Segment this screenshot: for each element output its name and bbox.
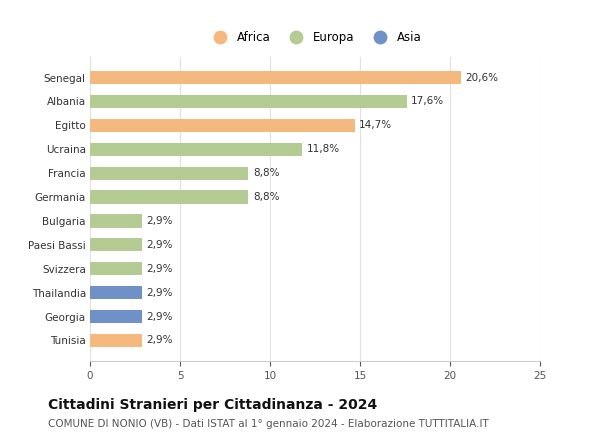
Text: 8,8%: 8,8% (253, 192, 280, 202)
Bar (90, 119, 355, 132)
Text: COMUNE DI NONIO (VB) - Dati ISTAT al 1° gennaio 2024 - Elaborazione TUTTITALIA.I: COMUNE DI NONIO (VB) - Dati ISTAT al 1° … (48, 419, 489, 429)
Text: 2,9%: 2,9% (146, 216, 173, 226)
Bar (90, 214, 142, 227)
Text: 2,9%: 2,9% (146, 240, 173, 250)
Bar (90, 310, 142, 323)
Bar (90, 262, 142, 275)
Legend: Africa, Europa, Asia: Africa, Europa, Asia (203, 27, 427, 49)
Bar (90, 167, 248, 180)
Text: Cittadini Stranieri per Cittadinanza - 2024: Cittadini Stranieri per Cittadinanza - 2… (48, 398, 377, 412)
Text: 2,9%: 2,9% (146, 264, 173, 274)
Text: 11,8%: 11,8% (307, 144, 340, 154)
Text: 17,6%: 17,6% (412, 96, 445, 106)
Bar (90, 334, 142, 347)
Text: 2,9%: 2,9% (146, 312, 173, 322)
Bar (90, 286, 142, 299)
Text: 20,6%: 20,6% (466, 73, 499, 83)
Text: 8,8%: 8,8% (253, 168, 280, 178)
Bar (90, 191, 248, 204)
Bar (90, 143, 302, 156)
Bar (90, 238, 142, 251)
Text: 2,9%: 2,9% (146, 335, 173, 345)
Bar (90, 71, 461, 84)
Text: 2,9%: 2,9% (146, 288, 173, 297)
Bar (90, 95, 407, 108)
Text: 14,7%: 14,7% (359, 121, 392, 130)
